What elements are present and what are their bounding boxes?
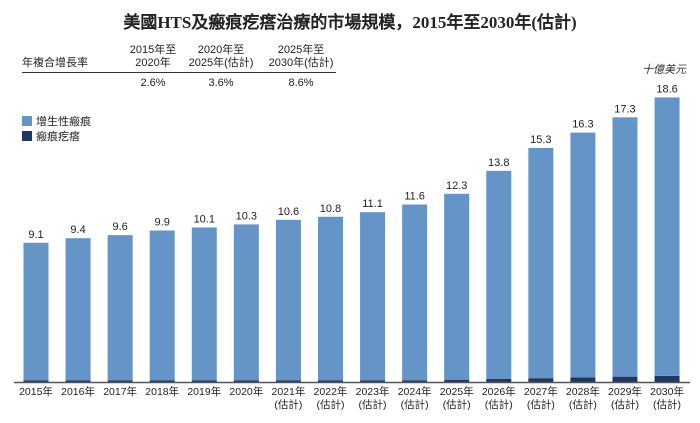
data-label: 10.3 [236,210,257,222]
data-label: 11.1 [362,198,383,210]
bar-hts [654,97,680,376]
bar-hts [528,147,554,379]
data-label: 11.6 [404,191,425,203]
bar-hts [149,230,175,381]
cagr-value-2: 3.6% [208,77,234,89]
bar-hts [402,204,428,381]
x-tick-sublabel: (估計) [527,398,555,411]
data-label: 9.1 [28,229,43,241]
x-tick-label: 2026年 [482,385,516,398]
bar-keloid [65,380,91,382]
data-label: 18.6 [656,83,677,95]
bar-hts [612,117,638,377]
data-label: 9.4 [70,224,85,236]
bar-keloid [233,380,259,382]
x-tick-sublabel: (估計) [443,398,471,411]
cagr-divider [22,72,336,73]
x-tick-sublabel: (估計) [653,398,681,411]
bar-keloid [107,380,133,382]
x-tick-label: 2015年 [19,385,53,398]
x-tick-label: 2024年 [398,385,432,398]
data-label: 16.3 [572,119,593,131]
cagr-period-2: 2020年至 2025年(估計) [188,44,254,69]
cagr-row-label: 年複合增長率 [22,57,88,69]
bar-hts [23,242,49,381]
x-tick-sublabel: (估計) [401,398,429,411]
x-tick-label: 2023年 [356,385,390,398]
x-tick-label: 2020年 [229,385,263,398]
bar-hts [65,238,91,381]
bar-keloid [654,375,680,382]
bar-hts [107,235,133,381]
x-tick-sublabel: (估計) [274,398,302,411]
bar-keloid [275,380,301,382]
bar-hts [191,227,217,381]
bar-keloid [444,379,470,382]
bar-keloid [317,380,343,382]
legend-item-hts: 增生性瘢痕 [22,113,91,129]
x-tick-label: 2016年 [61,385,95,398]
bar-hts [486,170,512,379]
bar-keloid [528,378,554,382]
bar-keloid [612,376,638,382]
bar-hts [233,224,259,381]
x-tick-sublabel: (估計) [611,398,639,411]
cagr-period-1: 2015年至 2020年 [129,44,177,69]
bar-hts [444,193,470,380]
data-label: 10.8 [320,203,341,215]
x-tick-label: 2022年 [314,385,348,398]
data-label: 10.6 [278,206,299,218]
x-tick-label: 2025年 [440,385,474,398]
bar-hts [570,132,596,378]
cagr-value-3: 8.6% [288,77,314,89]
x-tick-label: 2029年 [608,385,642,398]
bar-keloid [570,377,596,382]
x-tick-label: 2017年 [103,385,137,398]
x-tick-label: 2019年 [187,385,221,398]
data-label: 17.3 [614,103,635,115]
data-label: 9.9 [155,217,170,229]
x-tick-sublabel: (估計) [359,398,387,411]
data-label: 12.3 [446,180,467,192]
bar-keloid [402,380,428,382]
legend-swatch [22,131,32,141]
x-tick-label: 2028年 [566,385,600,398]
bar-hts [360,212,386,381]
cagr-period-3: 2025年至 2030年(估計) [268,44,334,69]
bar-keloid [191,380,217,382]
x-tick-sublabel: (估計) [485,398,513,411]
data-label: 15.3 [530,134,551,146]
bar-keloid [486,378,512,382]
x-tick-label: 2021年 [271,385,305,398]
data-label: 9.6 [112,221,127,233]
legend-swatch [22,116,32,126]
bar-keloid [149,380,175,382]
bar-hts [275,219,301,381]
data-label: 10.1 [194,213,215,225]
cagr-value-1: 2.6% [140,77,166,89]
unit-label: 十億美元 [642,64,686,76]
x-tick-label: 2018年 [145,385,179,398]
x-tick-sublabel: (估計) [569,398,597,411]
bar-keloid [360,380,386,382]
chart-title: 美國HTS及瘢痕疙瘩治療的市場規模，2015年至2030年(估計) [123,13,577,32]
x-tick-sublabel: (估計) [316,398,344,411]
legend-item-keloid: 瘢痕疙瘩 [22,128,80,144]
x-tick-label: 2027年 [524,385,558,398]
bar-keloid [23,380,49,382]
data-label: 13.8 [488,157,509,169]
bar-hts [317,216,343,381]
x-tick-label: 2030年 [650,385,684,398]
